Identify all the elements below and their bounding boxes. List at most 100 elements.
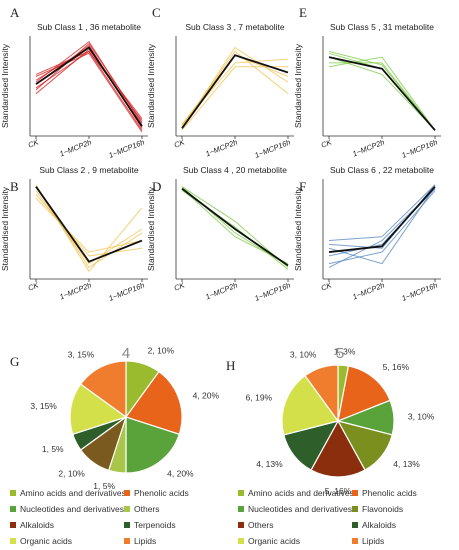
pie-slice-label: 5, 16%: [383, 362, 410, 372]
y-axis-label: Standardised Intensity: [146, 43, 156, 128]
x-tick-label: CK: [173, 280, 187, 293]
line-panel-f: F Sub Class 6 , 22 metabolite Standardised…: [293, 165, 441, 303]
x-tick-label: CK: [27, 137, 41, 150]
pie-slice-2: [337, 365, 391, 422]
legend-label: Nucleotides and derivatives: [20, 504, 124, 514]
x-tick-label: CK: [320, 137, 334, 150]
x-tick-label: CK: [320, 280, 334, 293]
series-line-1: [328, 184, 436, 249]
line-panel-a: A Sub Class 1 , 36 metabolite Standardised…: [0, 5, 148, 160]
x-tick-label: CK: [27, 280, 41, 293]
series-line-4: [328, 190, 436, 265]
x-tick-label: 1~MCP16h: [400, 281, 438, 303]
pie-panel-h: H 51, 3% 5, 16% 3, 10% 4, 13% 5, 16% 4, 13% 6, …: [226, 345, 435, 496]
pie-panel-g: G 4 2, 10% 4, 20% 4, 20% 1, 5% 2, 10% 1, 5% 3, 1…: [10, 345, 219, 491]
pie-slice-label: 4, 20%: [167, 469, 194, 479]
panel-letter: B: [10, 179, 19, 194]
pie-slice-label: 6, 19%: [246, 392, 273, 402]
series-line-3: [35, 190, 143, 265]
series-line-1: [181, 46, 289, 129]
legend-swatch: [124, 538, 130, 544]
pie-slice-5: [310, 419, 366, 478]
legend-swatch: [124, 490, 130, 496]
series-line-2: [181, 58, 289, 125]
legend-swatch: [10, 538, 16, 544]
legend-swatch: [238, 538, 244, 544]
pie-slice-label: 4, 20%: [193, 390, 220, 400]
series-line-3: [35, 50, 143, 131]
pie-title: 4: [122, 345, 130, 362]
pie-slice-3: [125, 416, 181, 474]
legend-label: Terpenoids: [134, 520, 176, 530]
mean-line: [35, 186, 143, 263]
legend-swatch: [124, 522, 130, 528]
pie-slice-8: [304, 364, 339, 423]
panel-letter: C: [152, 5, 161, 20]
series-line-3: [328, 186, 436, 265]
legend-swatch: [238, 490, 244, 496]
pie-slice-label: 5, 16%: [325, 486, 352, 496]
legend-label: Amino acids and derivatives: [248, 488, 354, 498]
series-line-6: [35, 52, 143, 133]
y-axis-label: Standardised Intensity: [293, 186, 303, 271]
panel-title: Sub Class 4 , 20 metabolite: [183, 165, 287, 175]
panel-letter: F: [299, 179, 306, 194]
x-tick-label: CK: [173, 137, 187, 150]
series-line-4: [35, 197, 143, 253]
legend-label: Others: [134, 504, 160, 514]
mean-line: [328, 186, 436, 253]
legend-label: Phenolic acids: [362, 488, 417, 498]
legend-label: Alkaloids: [20, 520, 54, 530]
pie-slice-label: 3, 10%: [408, 412, 435, 422]
series-line-5: [328, 184, 436, 242]
legend-label: Amino acids and derivatives: [20, 488, 126, 498]
panel-title: Sub Class 3 , 7 metabolite: [185, 22, 284, 32]
series-line-5: [35, 186, 143, 269]
y-axis-label: Standardised Intensity: [0, 43, 10, 128]
series-line-8: [35, 50, 143, 121]
x-tick-label: 1~MCP2h: [351, 281, 385, 302]
pie-slice-label: 4, 13%: [256, 459, 283, 469]
series-line-1: [181, 186, 289, 268]
pie-slice-label: 1, 5%: [42, 444, 64, 454]
series-line-2: [328, 56, 436, 131]
panel-letter: D: [152, 179, 161, 194]
panel-letter: H: [226, 358, 235, 373]
series-line-5: [181, 54, 289, 125]
legend-right: Amino acids and derivatives Phenolic acid…: [238, 488, 417, 546]
pie-slice-2: [125, 370, 183, 436]
series-line-4: [35, 44, 143, 129]
legend-label: Phenolic acids: [134, 488, 189, 498]
pie-slice-8: [79, 360, 127, 419]
legend-swatch: [10, 522, 16, 528]
legend-label: Organic acids: [20, 536, 72, 546]
legend-swatch: [352, 522, 358, 528]
legend-label: Others: [248, 520, 274, 530]
series-line-1: [35, 46, 143, 127]
x-tick-label: 1~MCP2h: [204, 138, 238, 159]
line-panel-b: B Sub Class 2 , 9 metabolite Standardised …: [0, 165, 148, 303]
panel-title: Sub Class 1 , 36 metabolite: [37, 22, 141, 32]
legend-swatch: [238, 506, 244, 512]
legend-label: Nucleotides and derivatives: [248, 504, 352, 514]
series-line-4: [181, 66, 288, 131]
series-line-2: [35, 42, 143, 123]
legend-swatch: [238, 522, 244, 528]
y-axis-label: Standardised Intensity: [0, 186, 10, 271]
panel-letter: E: [299, 5, 307, 20]
x-tick-label: 1~MCP2h: [204, 281, 238, 302]
x-tick-label: 1~MCP2h: [58, 138, 92, 159]
line-panel-c: C Sub Class 3 , 7 metabolite Standardised …: [146, 5, 294, 160]
legend-left: Amino acids and derivatives Phenolic acid…: [10, 488, 189, 546]
mean-line: [181, 54, 289, 129]
pie-slice-7: [69, 383, 128, 436]
legend-label: Organic acids: [248, 536, 300, 546]
x-tick-label: 1~MCP16h: [253, 138, 291, 160]
legend-label: Flavonoids: [362, 504, 403, 514]
x-tick-label: 1~MCP16h: [107, 281, 145, 303]
line-panel-d: D Sub Class 4 , 20 metabolite Standardised…: [146, 165, 294, 303]
legend-swatch: [352, 490, 358, 496]
legend-swatch: [352, 506, 358, 512]
